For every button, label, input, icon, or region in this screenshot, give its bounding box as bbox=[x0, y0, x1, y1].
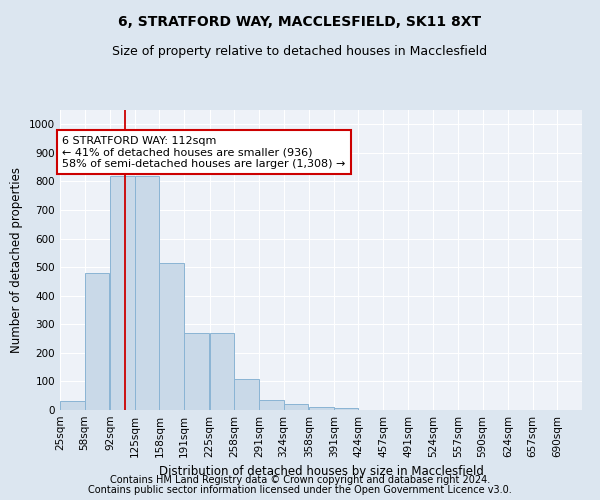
Bar bbox=[259, 400, 284, 410]
Bar bbox=[184, 334, 209, 410]
Bar bbox=[209, 334, 234, 410]
Bar bbox=[135, 176, 160, 410]
Text: Contains HM Land Registry data © Crown copyright and database right 2024.: Contains HM Land Registry data © Crown c… bbox=[110, 475, 490, 485]
Text: Size of property relative to detached houses in Macclesfield: Size of property relative to detached ho… bbox=[112, 45, 488, 58]
Text: 6, STRATFORD WAY, MACCLESFIELD, SK11 8XT: 6, STRATFORD WAY, MACCLESFIELD, SK11 8XT bbox=[118, 15, 482, 29]
Text: 6 STRATFORD WAY: 112sqm
← 41% of detached houses are smaller (936)
58% of semi-d: 6 STRATFORD WAY: 112sqm ← 41% of detache… bbox=[62, 136, 346, 169]
Bar bbox=[60, 402, 85, 410]
Bar bbox=[234, 378, 259, 410]
Y-axis label: Number of detached properties: Number of detached properties bbox=[10, 167, 23, 353]
Bar bbox=[160, 263, 184, 410]
Bar bbox=[334, 408, 358, 410]
Bar bbox=[284, 404, 308, 410]
Bar bbox=[110, 176, 135, 410]
Text: Contains public sector information licensed under the Open Government Licence v3: Contains public sector information licen… bbox=[88, 485, 512, 495]
Bar bbox=[309, 407, 334, 410]
Bar bbox=[85, 274, 109, 410]
X-axis label: Distribution of detached houses by size in Macclesfield: Distribution of detached houses by size … bbox=[158, 466, 484, 478]
